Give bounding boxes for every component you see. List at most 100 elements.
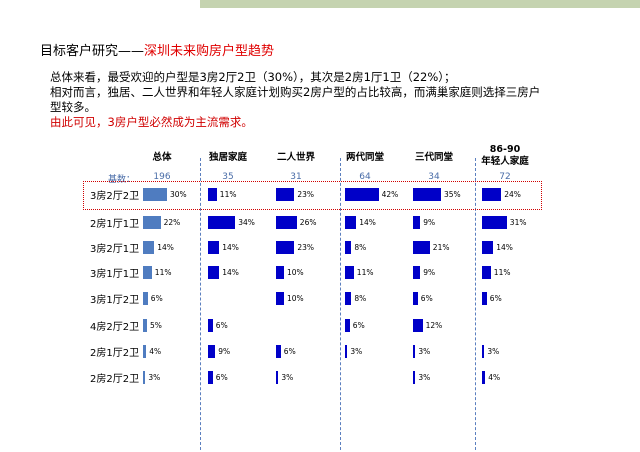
- column-header-line-1: 独居家庭: [208, 152, 247, 163]
- bar: [276, 292, 284, 305]
- title-main: 目标客户研究——: [40, 44, 145, 59]
- bar: [413, 371, 416, 384]
- column-divider: [340, 158, 341, 450]
- data-label: 14%: [496, 243, 513, 252]
- bar: [345, 345, 348, 358]
- data-label: 11%: [356, 268, 374, 277]
- column-base-count: 64: [359, 172, 371, 182]
- data-label: 4%: [149, 347, 162, 356]
- bar: [482, 371, 486, 384]
- data-label: 6%: [215, 321, 228, 330]
- data-label: 8%: [354, 294, 367, 303]
- column-header-line-1: 三代同堂: [414, 152, 453, 163]
- column-divider: [475, 158, 476, 450]
- bar: [143, 188, 167, 201]
- data-label: 24%: [504, 190, 521, 199]
- data-label: 3%: [418, 347, 431, 356]
- column-header-line-2: 年轻人家庭: [481, 156, 529, 167]
- column-header: 86-90 年轻人家庭: [465, 144, 545, 168]
- bar: [276, 345, 281, 358]
- data-label: 14%: [222, 243, 239, 252]
- data-label: 11%: [219, 190, 237, 199]
- data-label: 4%: [488, 373, 501, 382]
- column-header: 三代同堂: [394, 152, 474, 164]
- bar: [482, 188, 502, 201]
- column-divider: [200, 158, 201, 450]
- bar: [208, 216, 236, 229]
- data-label: 8%: [354, 243, 367, 252]
- summary-text: 总体来看，最受欢迎的户型是3房2厅2卫（30%），其次是2房1厅1卫（22%）；…: [50, 70, 610, 130]
- data-label: 14%: [222, 268, 239, 277]
- bar: [482, 216, 507, 229]
- bar: [482, 266, 491, 279]
- column-header-line-1: 二人世界: [276, 152, 315, 163]
- column-header: 二人世界: [256, 152, 336, 164]
- summary-line-3: 型较多。: [50, 100, 96, 114]
- bar: [208, 371, 213, 384]
- data-label: 3%: [487, 347, 500, 356]
- bar: [143, 266, 152, 279]
- bar: [208, 188, 217, 201]
- data-label: 11%: [493, 268, 511, 277]
- bar: [143, 241, 155, 254]
- data-label: 21%: [432, 243, 450, 252]
- column-header: 总体: [122, 152, 202, 164]
- bar: [345, 216, 357, 229]
- row-label: 2房1厅2卫: [90, 348, 140, 359]
- bar: [276, 266, 284, 279]
- data-label: 9%: [218, 347, 231, 356]
- row-label: 3房2厅1卫: [90, 244, 140, 255]
- bar: [143, 216, 161, 229]
- data-label: 6%: [215, 373, 228, 382]
- data-label: 3%: [418, 373, 431, 382]
- data-label: 31%: [509, 218, 527, 227]
- row-label: 4房2厅2卫: [90, 322, 140, 333]
- bar: [143, 292, 148, 305]
- data-label: 9%: [423, 218, 436, 227]
- bar: [345, 241, 352, 254]
- base-label: 基数：: [108, 175, 136, 185]
- data-label: 35%: [444, 190, 461, 199]
- summary-conclusion: 由此可见，3房户型必然成为主流需求。: [50, 115, 253, 129]
- page-title: 目标客户研究——深圳未来购房户型趋势: [40, 40, 274, 59]
- bar: [143, 345, 147, 358]
- row-label: 2房2厅2卫: [90, 374, 140, 385]
- data-label: 10%: [287, 294, 304, 303]
- data-label: 12%: [425, 321, 443, 330]
- row-label: 3房1厅1卫: [90, 269, 140, 280]
- summary-line-2: 相对而言，独居、二人世界和年轻人家庭计划购买2房户型的占比较高，而满巢家庭则选择…: [50, 85, 541, 99]
- top-decoration-bar: [200, 0, 640, 8]
- data-label: 3%: [350, 347, 363, 356]
- column-base-count: 72: [499, 172, 511, 182]
- column-base-count: 35: [222, 172, 234, 182]
- data-label: 23%: [297, 190, 315, 199]
- column-base-count: 31: [290, 172, 302, 182]
- highlight-box: [83, 181, 542, 210]
- bar: [413, 292, 418, 305]
- bar: [276, 188, 295, 201]
- column-header: 独居家庭: [188, 152, 268, 164]
- data-label: 5%: [150, 321, 162, 330]
- bar: [482, 345, 485, 358]
- data-label: 3%: [148, 373, 161, 382]
- data-label: 22%: [163, 218, 181, 227]
- bar: [345, 319, 350, 332]
- data-label: 14%: [359, 218, 376, 227]
- bar: [413, 241, 430, 254]
- data-label: 11%: [154, 268, 172, 277]
- data-label: 23%: [297, 243, 315, 252]
- bar: [413, 345, 416, 358]
- bar: [345, 292, 352, 305]
- bar: [482, 241, 494, 254]
- bar: [143, 371, 146, 384]
- row-label: 3房2厅2卫: [90, 191, 140, 202]
- data-label: 6%: [150, 294, 163, 303]
- data-label: 42%: [381, 190, 399, 199]
- bar: [276, 241, 295, 254]
- bar: [208, 319, 213, 332]
- data-label: 34%: [238, 218, 255, 227]
- data-label: 6%: [420, 294, 433, 303]
- column-base-count: 196: [153, 172, 171, 182]
- bar: [276, 216, 297, 229]
- summary-line-1: 总体来看，最受欢迎的户型是3房2厅2卫（30%），其次是2房1厅1卫（22%）；: [50, 70, 456, 84]
